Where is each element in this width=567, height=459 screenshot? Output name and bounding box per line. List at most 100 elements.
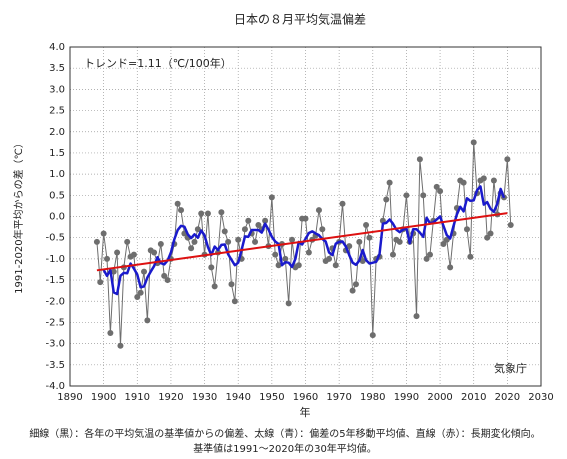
- x-tick-label: 1910: [125, 392, 150, 403]
- anomaly-point: [426, 251, 433, 258]
- x-tick-label: 1890: [57, 392, 82, 403]
- anomaly-point: [369, 332, 376, 339]
- x-tick-label: 2000: [427, 392, 452, 403]
- y-tick-label: 4.0: [49, 42, 65, 53]
- anomaly-point: [359, 257, 366, 264]
- y-tick-label: -2.0: [45, 296, 65, 307]
- anomaly-point: [383, 196, 390, 203]
- anomaly-point: [302, 215, 309, 222]
- y-tick-label: -1.5: [45, 275, 65, 286]
- anomaly-point: [403, 192, 410, 199]
- anomaly-point: [255, 221, 262, 228]
- x-tick-label: 1900: [91, 392, 116, 403]
- y-tick-label: 3.0: [49, 84, 65, 95]
- y-tick-label: 1.5: [49, 148, 65, 159]
- anomaly-point: [124, 238, 131, 245]
- anomaly-point: [191, 238, 198, 245]
- anomaly-point: [151, 249, 158, 256]
- anomaly-point: [272, 251, 279, 258]
- footnote: 基準値は1991〜2020年の30年平均値。: [193, 442, 377, 455]
- chart-title: 日本の８月平均気温偏差: [234, 12, 366, 27]
- anomaly-point: [305, 249, 312, 256]
- anomaly-point: [386, 179, 393, 186]
- y-tick-label: 3.5: [49, 63, 65, 74]
- x-tick-label: 2010: [461, 392, 486, 403]
- y-tick-label: 0.0: [49, 212, 65, 223]
- anomaly-point: [437, 188, 444, 195]
- footnote: 細線（黒）：各年の平均気温の基準値からの偏差、太線（青）：偏差の5年移動平均値、…: [29, 427, 540, 440]
- anomaly-point: [262, 217, 269, 224]
- anomaly-point: [332, 262, 339, 269]
- anomaly-point: [161, 272, 168, 279]
- y-tick-label: -3.0: [45, 339, 65, 350]
- anomaly-point: [198, 210, 205, 217]
- x-tick-label: 1940: [225, 392, 250, 403]
- y-tick-label: 2.0: [49, 127, 65, 138]
- anomaly-point: [97, 279, 104, 286]
- anomaly-point: [467, 253, 474, 260]
- anomaly-point: [349, 287, 356, 294]
- anomaly-point: [228, 281, 235, 288]
- anomaly-point: [490, 177, 497, 184]
- anomaly-point: [484, 234, 491, 241]
- anomaly-point: [275, 262, 282, 269]
- anomaly-point: [346, 243, 353, 250]
- anomaly-point: [268, 194, 275, 201]
- x-tick-label: 2020: [495, 392, 520, 403]
- anomaly-point: [211, 283, 218, 290]
- anomaly-point: [315, 207, 322, 214]
- y-tick-label: -0.5: [45, 233, 65, 244]
- anomaly-point: [433, 183, 440, 190]
- anomaly-point: [366, 234, 373, 241]
- anomaly-point: [241, 226, 248, 233]
- anomaly-point: [416, 156, 423, 163]
- x-tick-label: 1950: [259, 392, 284, 403]
- anomaly-point: [440, 241, 447, 248]
- anomaly-point: [463, 226, 470, 233]
- y-axis-label: 1991-2020年平均からの差（℃）: [12, 138, 25, 294]
- anomaly-point: [130, 251, 137, 258]
- anomaly-point: [208, 264, 215, 271]
- anomaly-point: [423, 255, 430, 262]
- anomaly-point: [389, 251, 396, 258]
- anomaly-point: [235, 236, 242, 243]
- x-tick-label: 1960: [293, 392, 318, 403]
- anomaly-point: [289, 236, 296, 243]
- anomaly-point: [245, 217, 252, 224]
- anomaly-point: [204, 210, 211, 217]
- anomaly-point: [134, 294, 141, 301]
- anomaly-point: [504, 156, 511, 163]
- anomaly-point: [507, 221, 514, 228]
- y-tick-label: -4.0: [45, 381, 65, 392]
- anomaly-point: [114, 249, 121, 256]
- anomaly-point: [460, 179, 467, 186]
- anomaly-point: [480, 175, 487, 182]
- anomaly-point: [178, 207, 185, 214]
- anomaly-point: [326, 255, 333, 262]
- anomaly-point: [144, 317, 151, 324]
- anomaly-point: [282, 255, 289, 262]
- trend-annotation: トレンド=1.11（℃/100年）: [84, 56, 232, 70]
- anomaly-point: [231, 298, 238, 305]
- anomaly-point: [107, 330, 114, 337]
- anomaly-point: [93, 238, 100, 245]
- y-tick-label: -3.5: [45, 360, 65, 371]
- y-tick-label: -1.0: [45, 254, 65, 265]
- anomaly-point: [413, 313, 420, 320]
- anomaly-point: [319, 226, 326, 233]
- anomaly-point: [117, 342, 124, 349]
- y-tick-label: 2.5: [49, 106, 65, 117]
- anomaly-point: [252, 238, 259, 245]
- plot-frame: [69, 46, 542, 387]
- anomaly-point: [104, 255, 111, 262]
- y-tick-label: 0.5: [49, 190, 65, 201]
- anomaly-point: [164, 277, 171, 284]
- anomaly-point: [194, 226, 201, 233]
- anomaly-point: [221, 228, 228, 235]
- anomaly-point: [363, 221, 370, 228]
- anomaly-point: [141, 268, 148, 275]
- anomaly-point: [137, 289, 144, 296]
- x-tick-label: 2030: [528, 392, 553, 403]
- anomaly-point: [157, 241, 164, 248]
